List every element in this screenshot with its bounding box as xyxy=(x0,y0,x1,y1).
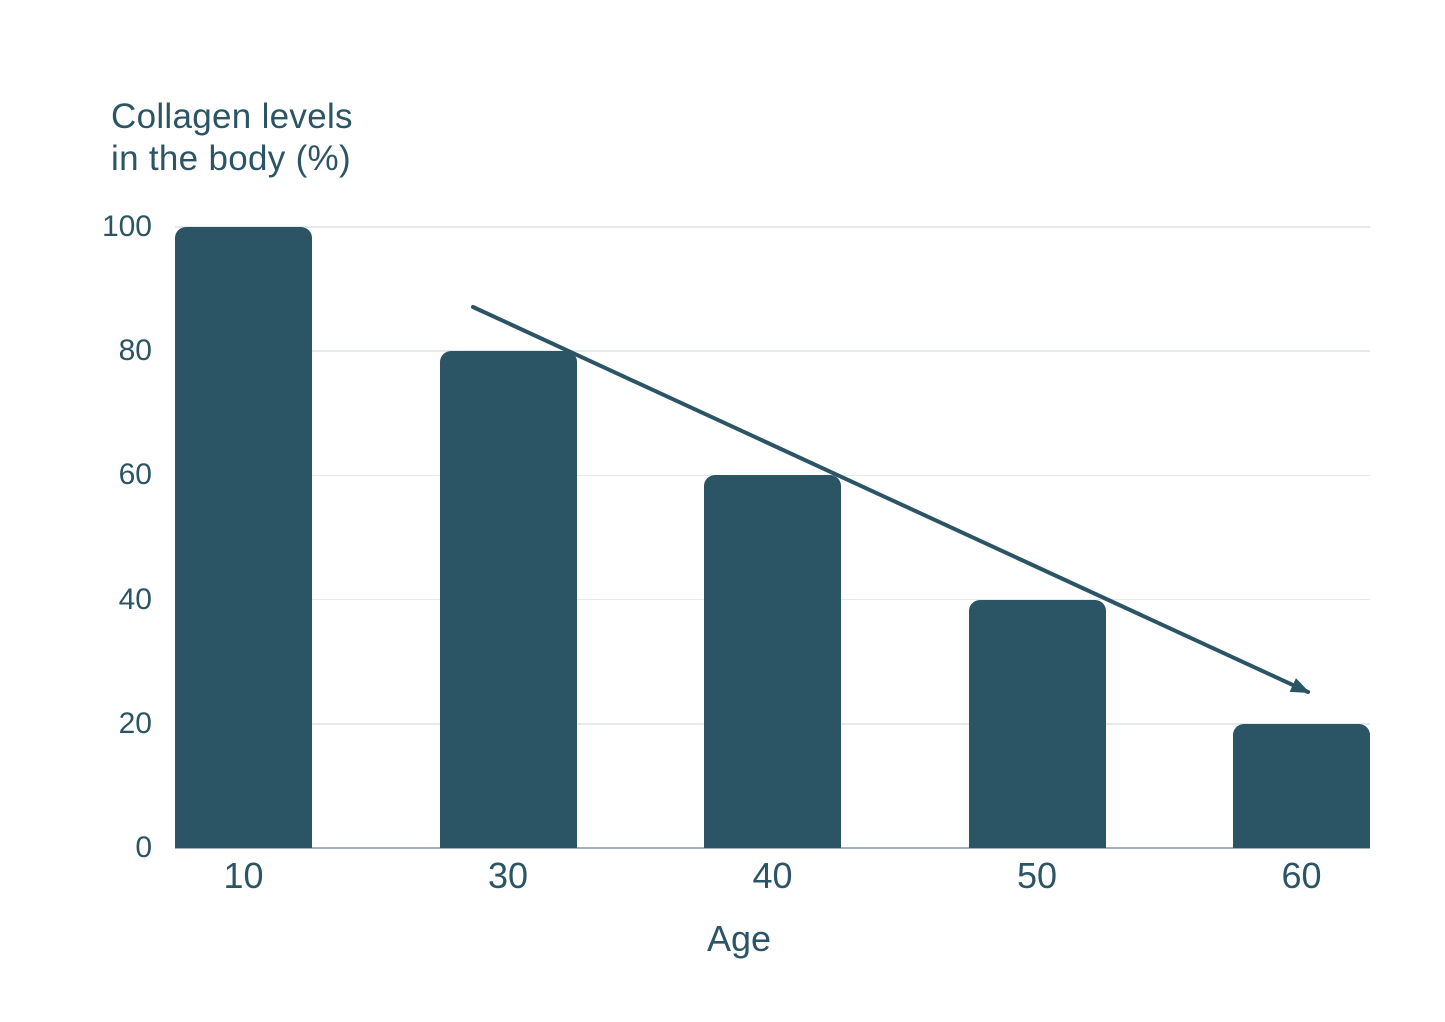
y-tick-label-20: 20 xyxy=(118,706,152,740)
chart-title-line-1: Collagen levels xyxy=(111,97,353,136)
bar-age-60 xyxy=(1233,723,1370,848)
chart-title: Collagen levels in the body (%) xyxy=(111,96,353,180)
y-tick-label-60: 60 xyxy=(118,458,152,492)
x-tick-label-30: 30 xyxy=(487,855,529,896)
y-tick-label-0: 0 xyxy=(135,831,152,864)
x-tick-label-50: 50 xyxy=(1016,855,1058,896)
bar-age-40 xyxy=(704,475,841,848)
x-axis-line xyxy=(175,847,1370,849)
chart-title-line-2: in the body (%) xyxy=(111,139,351,178)
y-tick-label-40: 40 xyxy=(118,582,152,616)
y-tick-label-80: 80 xyxy=(118,334,152,368)
bar-age-50 xyxy=(968,599,1106,848)
bar-age-30 xyxy=(439,351,577,848)
gridline-100 xyxy=(175,226,1370,228)
bar-age-10 xyxy=(175,227,312,848)
gridline-80 xyxy=(175,350,1370,352)
x-tick-label-60: 60 xyxy=(1281,855,1322,896)
y-tick-label-100: 100 xyxy=(101,210,152,243)
x-axis-label: Age xyxy=(706,918,772,959)
x-tick-label-40: 40 xyxy=(752,855,793,896)
x-tick-label-10: 10 xyxy=(223,855,264,896)
